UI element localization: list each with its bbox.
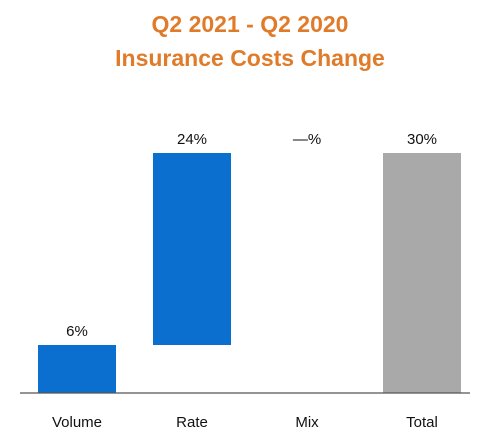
x-tick-label-total: Total (406, 414, 438, 431)
data-label-rate: 24% (177, 131, 207, 148)
x-tick-label-rate: Rate (176, 414, 208, 431)
bar-volume (38, 345, 116, 393)
chart-title-line-1: Q2 2021 - Q2 2020 (151, 11, 349, 37)
bar-total (383, 153, 461, 393)
x-tick-label-volume: Volume (52, 414, 102, 431)
data-label-volume: 6% (66, 323, 88, 340)
chart-title-line-2: Insurance Costs Change (115, 45, 385, 71)
data-label-mix: —% (293, 131, 321, 148)
data-label-total: 30% (407, 131, 437, 148)
x-tick-label-mix: Mix (295, 414, 319, 431)
bar-rate (153, 153, 231, 345)
